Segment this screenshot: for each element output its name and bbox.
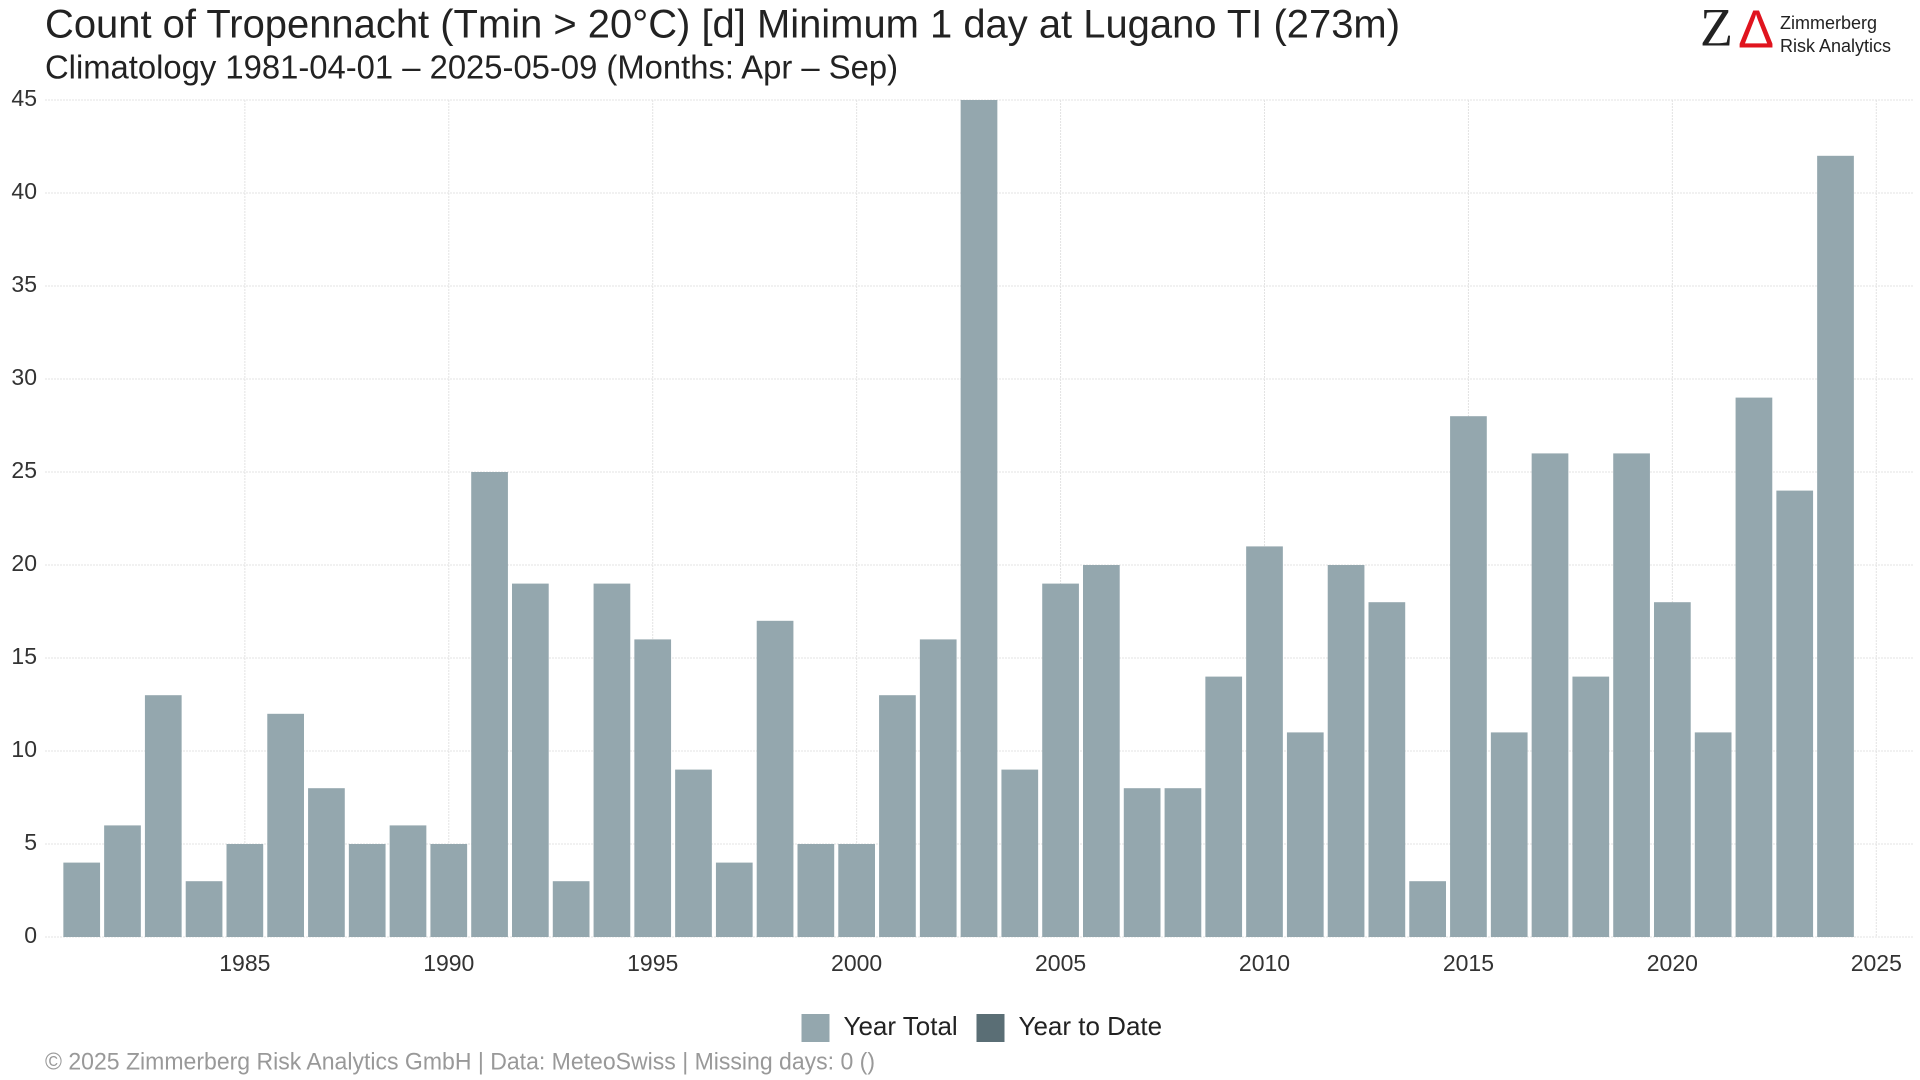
bar xyxy=(1450,416,1487,937)
logo-text: Risk Analytics xyxy=(1780,36,1891,56)
chart-title: Count of Tropennacht (Tmin > 20°C) [d] M… xyxy=(45,3,1400,47)
footer: © 2025 Zimmerberg Risk Analytics GmbH | … xyxy=(45,1048,875,1075)
x-tick-label: 2010 xyxy=(1239,950,1290,976)
bar xyxy=(1001,769,1039,937)
bar xyxy=(1572,676,1610,937)
bar xyxy=(634,639,672,937)
chart-subtitle: Climatology 1981-04-01 – 2025-05-09 (Mon… xyxy=(45,49,898,86)
bar xyxy=(308,788,345,937)
bar xyxy=(1490,732,1528,937)
bar xyxy=(348,844,386,937)
bar xyxy=(1654,602,1691,937)
x-tick-label: 1985 xyxy=(219,950,270,976)
bar xyxy=(471,472,508,937)
bar xyxy=(1694,732,1732,937)
bar xyxy=(552,881,590,937)
bar xyxy=(63,862,101,937)
y-tick-label: 45 xyxy=(11,85,37,111)
bar xyxy=(838,844,875,937)
bar xyxy=(267,713,304,937)
bar xyxy=(715,862,753,937)
bar xyxy=(185,881,223,937)
bar xyxy=(1776,490,1814,937)
y-tick-label: 25 xyxy=(11,457,37,483)
x-tick-label: 2015 xyxy=(1443,950,1494,976)
bar xyxy=(1735,397,1773,938)
bar xyxy=(1613,453,1650,937)
bar xyxy=(1409,881,1446,937)
bar xyxy=(1205,676,1243,937)
logo-letter: Z xyxy=(1700,0,1733,57)
bar xyxy=(756,620,794,937)
bar xyxy=(1042,583,1079,937)
bar xyxy=(226,844,264,937)
y-tick-label: 30 xyxy=(11,364,37,390)
bar xyxy=(389,825,427,937)
legend-swatch xyxy=(801,1014,830,1042)
bar xyxy=(104,825,141,937)
bar xyxy=(1164,788,1202,937)
bar xyxy=(1817,155,1854,938)
bar xyxy=(919,639,957,937)
bar xyxy=(512,583,549,937)
bar xyxy=(675,769,712,937)
logo-text: Zimmerberg xyxy=(1780,13,1877,33)
y-tick-label: 20 xyxy=(11,550,37,576)
bar xyxy=(1327,565,1365,937)
legend-label: Year Total xyxy=(844,1011,958,1041)
x-tick-label: 2025 xyxy=(1851,950,1902,976)
y-tick-label: 5 xyxy=(24,829,37,855)
x-tick-label: 2000 xyxy=(831,950,882,976)
y-tick-label: 40 xyxy=(11,178,37,204)
logo-letter: Δ xyxy=(1738,0,1774,59)
bar xyxy=(593,583,631,937)
bar xyxy=(1531,453,1569,937)
legend-label: Year to Date xyxy=(1019,1011,1163,1041)
bar xyxy=(797,844,835,937)
x-tick-label: 2005 xyxy=(1035,950,1086,976)
bar xyxy=(1286,732,1324,937)
x-tick-label: 1995 xyxy=(627,950,678,976)
bar xyxy=(1123,788,1161,937)
y-tick-label: 35 xyxy=(11,271,37,297)
y-tick-label: 15 xyxy=(11,643,37,669)
bar xyxy=(144,695,182,937)
bar xyxy=(960,100,998,937)
bar xyxy=(879,695,916,937)
y-tick-label: 0 xyxy=(24,922,37,948)
bar xyxy=(1083,565,1120,937)
bar xyxy=(1368,602,1406,937)
legend-swatch xyxy=(976,1014,1005,1042)
bar xyxy=(1246,546,1283,937)
x-tick-label: 2020 xyxy=(1647,950,1698,976)
bar xyxy=(430,844,468,937)
y-tick-label: 10 xyxy=(11,736,37,762)
x-tick-label: 1990 xyxy=(423,950,474,976)
